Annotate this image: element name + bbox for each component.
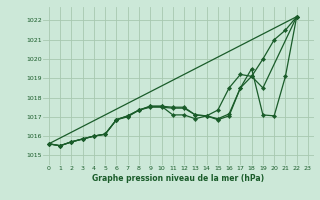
- X-axis label: Graphe pression niveau de la mer (hPa): Graphe pression niveau de la mer (hPa): [92, 174, 264, 183]
